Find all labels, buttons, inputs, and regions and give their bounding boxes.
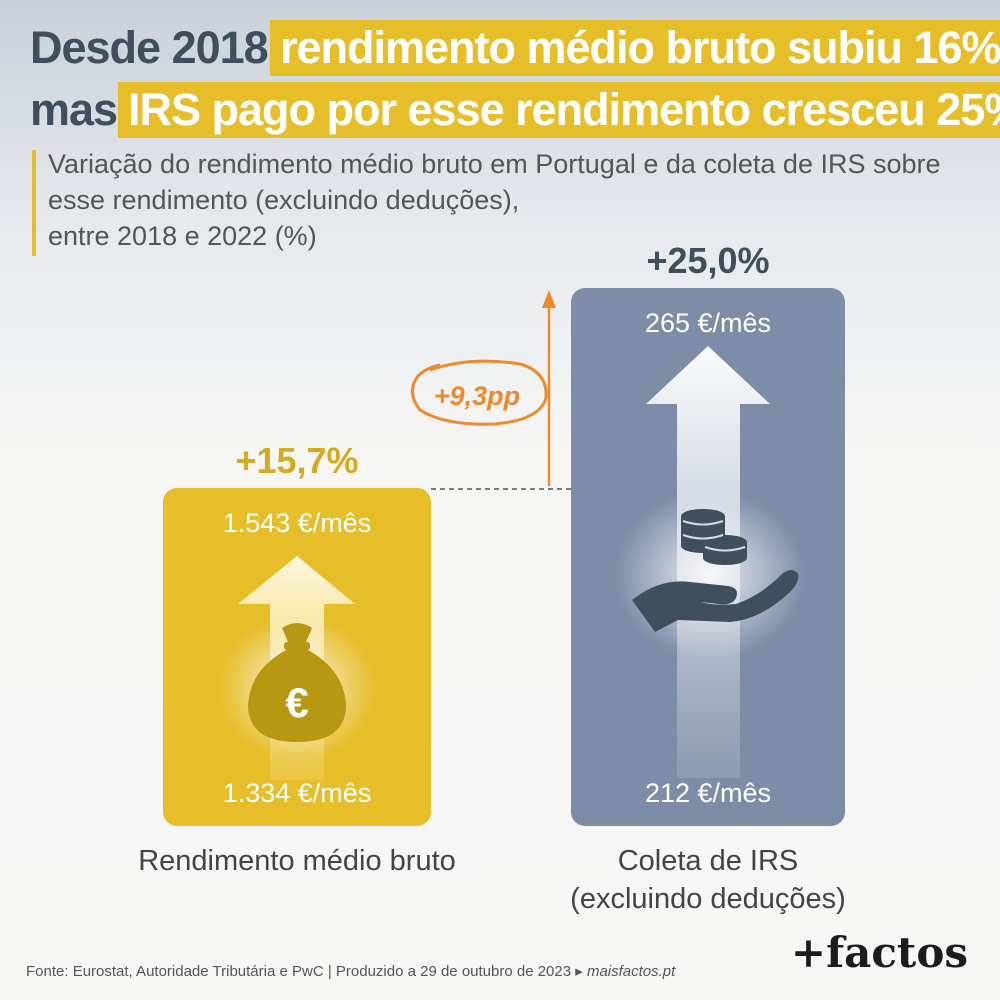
difference-arrow — [542, 290, 556, 486]
tax-pct-label: +25,0% — [646, 240, 770, 281]
income-bottom-value: 1.334 €/mês — [222, 778, 372, 808]
income-top-value: 1.543 €/mês — [222, 508, 372, 538]
tax-label-line-1: Coleta de IRS — [617, 845, 799, 877]
headline-highlight-2: IRS pago por esse rendimento cresceu 25% — [118, 82, 1000, 138]
subtitle-line-3: entre 2018 e 2022 (%) — [48, 221, 317, 251]
difference-annotation: +9,3pp — [411, 359, 548, 426]
source-site-link[interactable]: maisfactos.pt — [586, 963, 676, 980]
euro-symbol: € — [285, 679, 308, 726]
tax-category-label: Coleta de IRS (excluindo deduções) — [520, 842, 896, 918]
tax-bottom-value: 212 €/mês — [644, 778, 772, 808]
brand-logo: +factos — [790, 928, 968, 977]
income-category-label: Rendimento médio bruto — [100, 842, 494, 880]
tax-label-line-2: (excluindo deduções) — [570, 883, 846, 915]
source-text: Fonte: Eurostat, Autoridade Tributária e… — [26, 963, 583, 980]
money-bag-euro-icon: € — [219, 616, 375, 760]
hand-coins-icon — [615, 490, 805, 660]
headline-plain-1: Desde 2018, — [30, 22, 280, 73]
tax-top-value: 265 €/mês — [644, 308, 772, 338]
subtitle-line-2: esse rendimento (excluindo deduções), — [48, 185, 520, 215]
headline-plain-2: mas — [30, 84, 118, 135]
subtitle-accent-bar — [32, 150, 36, 256]
income-pct-label: +15,7% — [235, 440, 359, 481]
headline-highlight-1: rendimento médio bruto subiu 16% — [270, 20, 1000, 76]
subtitle-line-1: Variação do rendimento médio bruto em Po… — [48, 149, 941, 179]
difference-label: +9,3pp — [434, 381, 520, 411]
subtitle: Variação do rendimento médio bruto em Po… — [48, 146, 948, 254]
income-label-text: Rendimento médio bruto — [138, 845, 456, 877]
source-note: Fonte: Eurostat, Autoridade Tributária e… — [26, 962, 675, 980]
